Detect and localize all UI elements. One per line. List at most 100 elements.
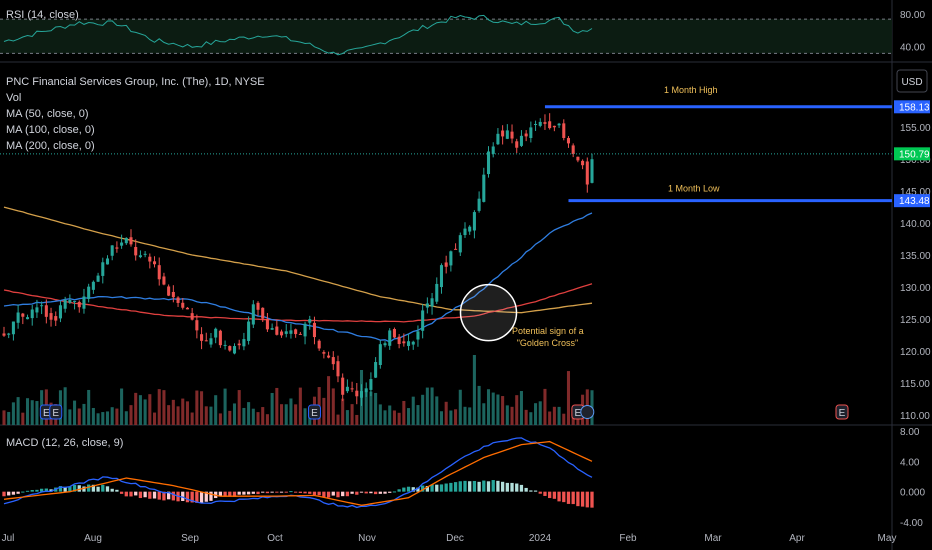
time-tick: Mar [704, 533, 722, 544]
golden-cross-annotation-line1: Potential sign of a [512, 326, 584, 336]
volume-bar [548, 411, 552, 425]
candle-body [190, 313, 194, 320]
volume-bar [411, 396, 415, 425]
candle-body [35, 307, 39, 313]
candle-body [505, 130, 509, 139]
candle-body [200, 334, 204, 341]
candle-body [477, 198, 481, 211]
macd-histogram-bar [392, 491, 397, 493]
volume-bar [138, 395, 142, 425]
candle-body [25, 317, 30, 320]
candle-body [40, 305, 44, 307]
candle-body [374, 362, 378, 378]
macd-histogram-bar [373, 491, 378, 495]
volume-bar [195, 390, 199, 425]
candle-body [242, 339, 246, 347]
volume-bar [463, 406, 467, 425]
macd-histogram-bar [228, 491, 232, 497]
volume-bar [275, 387, 279, 425]
earnings-marker-label: E [575, 408, 582, 419]
time-tick: Nov [358, 533, 376, 544]
macd-histogram-bar [345, 491, 350, 497]
volume-bar [101, 412, 105, 425]
candle-body [590, 159, 594, 183]
price-tick: 130.00 [900, 283, 931, 294]
volume-bar [120, 388, 124, 425]
volume-bar [538, 401, 542, 425]
macd-histogram-bar [326, 491, 331, 498]
candle-body [124, 237, 128, 244]
macd-histogram-bar [444, 483, 448, 492]
macd-histogram-bar [416, 487, 420, 492]
candle-body [54, 316, 58, 321]
macd-histogram-bar [2, 491, 6, 497]
macd-histogram-bar [562, 491, 566, 503]
volume-bar [444, 401, 448, 425]
volume-bar [407, 408, 411, 425]
macd-histogram-bar [524, 487, 528, 492]
month-high-value: 158.13 [899, 102, 930, 113]
candle-body [228, 346, 232, 351]
macd-histogram-bar [312, 491, 317, 495]
macd-histogram-bar [7, 491, 11, 496]
candle-body [336, 361, 340, 377]
volume-bar [247, 402, 251, 425]
volume-bar [167, 405, 171, 425]
candle-body [317, 340, 321, 349]
volume-bar [143, 399, 147, 425]
macd-histogram-bar [204, 491, 208, 502]
price-tick: 155.00 [900, 123, 931, 134]
macd-histogram-bar [96, 486, 100, 492]
volume-bar [152, 412, 157, 425]
candle-body [411, 341, 415, 345]
legend-ma200: MA (200, close, 0) [6, 140, 95, 152]
macd-histogram-bar [25, 490, 30, 492]
currency-button[interactable] [896, 69, 928, 93]
candle-body [68, 300, 72, 303]
candle-body [129, 237, 133, 245]
macd-title: MACD (12, 26, close, 9) [6, 437, 123, 449]
last-price-value: 150.79 [899, 149, 930, 160]
candle-body [261, 307, 265, 319]
macd-histogram-bar [68, 486, 72, 492]
candle-body [49, 313, 53, 320]
macd-histogram-bar [110, 488, 114, 492]
candle-body [566, 138, 571, 144]
volume-bar [73, 400, 77, 425]
volume-bar [331, 388, 335, 425]
candle-body [289, 330, 293, 334]
macd-histogram-bar [44, 488, 48, 492]
volume-bar [124, 411, 128, 425]
volume-bar [477, 385, 481, 425]
earnings-marker-box [835, 404, 849, 420]
time-tick: Dec [446, 533, 464, 544]
macd-histogram-bar [369, 491, 373, 494]
price-panel: 155.00 150.00 145.00 140.00 135.00 130.00 125.… [0, 69, 931, 425]
candle-body [454, 248, 458, 250]
volume-bar [190, 412, 194, 425]
volume-bar [96, 413, 100, 425]
golden-cross-annotation-line2: "Golden Cross" [517, 338, 578, 348]
macd-histogram-bar [359, 491, 364, 493]
candle-body [77, 301, 81, 308]
volume-bar [322, 397, 326, 425]
macd-histogram-bar [439, 484, 444, 492]
candle-body [350, 388, 354, 390]
macd-histogram-bar [21, 491, 25, 493]
macd-histogram-bar [355, 491, 359, 495]
macd-histogram-bar [388, 491, 392, 493]
macd-histogram-bar [218, 491, 223, 497]
volume-bar [171, 399, 175, 425]
volume-bar [336, 414, 340, 425]
volume-bar [148, 394, 152, 425]
volume-bar [482, 403, 486, 425]
macd-histogram-bar [58, 486, 63, 492]
volume-bar [355, 414, 359, 425]
volume-bar [87, 389, 91, 425]
candle-body [265, 319, 269, 330]
candle-body [416, 331, 420, 340]
volume-bar [284, 404, 288, 425]
time-tick: Apr [789, 533, 805, 544]
volume-bar [68, 409, 72, 425]
